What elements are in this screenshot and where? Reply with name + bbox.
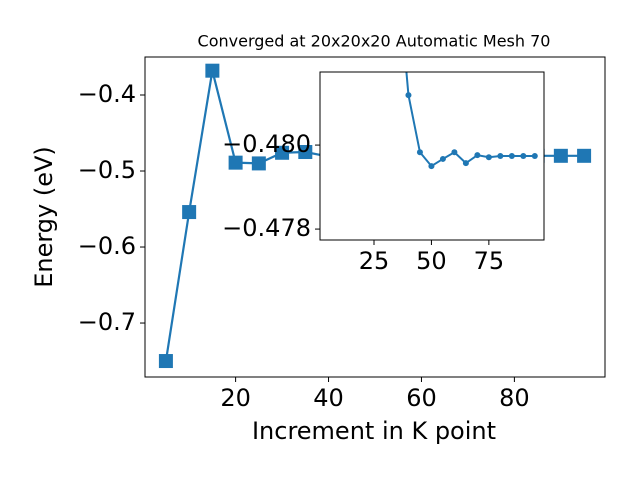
marker [251,156,266,171]
y-tick-label: −0.6 [78,232,136,260]
marker [205,63,220,78]
x-tick-label: 50 [416,247,447,275]
marker [228,155,243,170]
marker [182,205,197,220]
marker [497,153,504,159]
y-tick-label: −0.480 [222,130,311,158]
x-tick-label: 40 [313,384,344,412]
marker [439,155,446,162]
x-tick-label: 75 [474,247,505,275]
y-tick-label: −0.4 [78,80,136,108]
y-tick-label: −0.5 [78,156,136,184]
marker [508,153,515,159]
marker [577,148,592,163]
marker [553,148,568,163]
chart-title: Converged at 20x20x20 Automatic Mesh 70 [198,32,551,51]
marker [416,149,423,156]
marker [298,145,313,160]
x-axis-label: Increment in K point [252,417,496,445]
marker [474,152,481,159]
y-axis-label: Energy (eV) [30,146,58,288]
x-tick-label: 25 [359,247,390,275]
axes-frame [319,71,545,241]
y-tick-label: −0.7 [78,308,136,336]
marker [520,153,527,159]
x-tick-label: 60 [406,384,437,412]
marker [462,160,469,167]
axes-frame [144,56,606,378]
plot-area [405,72,538,170]
marker [275,145,290,160]
marker [158,354,173,369]
marker [405,92,412,99]
marker [451,149,458,156]
marker [428,163,435,170]
marker [485,154,492,161]
x-tick-label: 20 [220,384,251,412]
y-tick-label: −0.478 [222,214,311,242]
x-tick-label: 80 [499,384,530,412]
marker [531,153,538,159]
